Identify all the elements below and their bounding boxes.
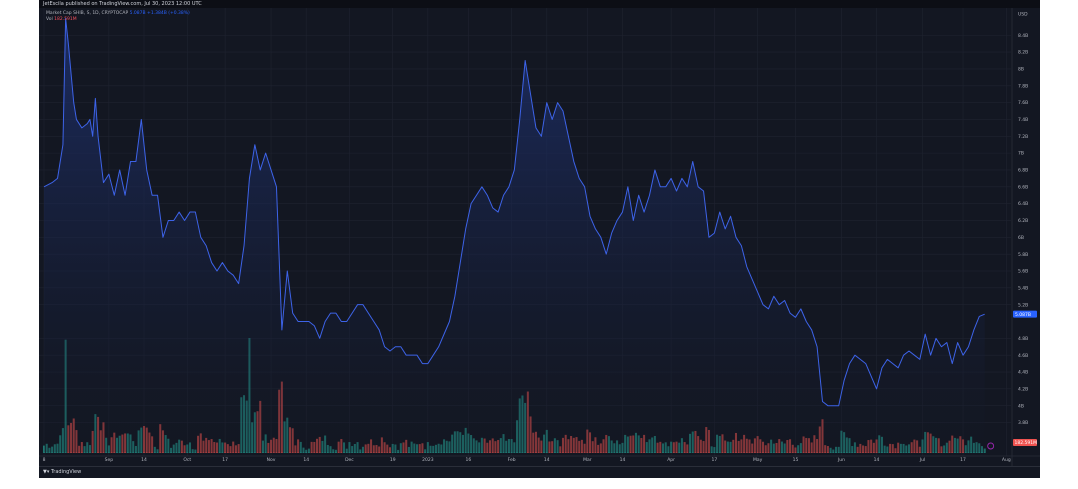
y-tick-label: 6.2B — [1018, 218, 1028, 224]
y-tick-label: 6B — [1018, 235, 1024, 241]
legend-change: +1.384B (+0.38%) — [147, 11, 190, 16]
publish-info: JetEscila published on TradingView.com, … — [43, 1, 202, 7]
legend-symbol[interactable]: Market Cap SHIB, S, 1D, CRYPTOCAP — [46, 11, 129, 16]
footer-bar: ▼▾ TradingView — [39, 466, 1040, 478]
legend-value: 5.087B — [129, 11, 146, 16]
volume-value-label: 182.591M — [1015, 440, 1038, 446]
publish-bar: JetEscila published on TradingView.com, … — [39, 0, 1040, 8]
x-tick-label: 15 — [793, 457, 799, 463]
legend-vol-label: Vol — [46, 17, 53, 22]
tradingview-logo[interactable]: ▼▾ TradingView — [43, 468, 81, 476]
x-tick-label: 14 — [874, 457, 880, 463]
last-value-badge — [1013, 310, 1037, 318]
x-tick-label: Jul — [919, 457, 925, 463]
last-value-label: 5.087B — [1015, 312, 1031, 318]
x-tick-label: 2023 — [422, 457, 434, 463]
y-tick-label: 7B — [1018, 151, 1024, 157]
x-tick-label: 8 — [43, 457, 46, 463]
x-tick-label: 17 — [960, 457, 966, 463]
y-tick-label: 4.2B — [1018, 386, 1028, 392]
y-axis-unit: USD — [1018, 12, 1028, 18]
x-tick-label: Jun — [837, 457, 845, 463]
x-tick-label: Feb — [508, 457, 516, 463]
tv-logo-icon: ▼▾ — [43, 469, 51, 475]
x-tick-label: Sep — [105, 457, 114, 463]
y-tick-label: 7.8B — [1018, 83, 1028, 89]
y-tick-label: 5.4B — [1018, 285, 1028, 291]
y-tick-label: 8.2B — [1018, 50, 1028, 56]
y-tick-label: 3.8B — [1018, 420, 1028, 426]
price-line — [43, 17, 985, 407]
x-tick-label: Oct — [183, 457, 191, 463]
y-tick-label: 6.6B — [1018, 184, 1028, 190]
legend-symbol-row: Market Cap SHIB, S, 1D, CRYPTOCAP 5.087B… — [46, 11, 190, 17]
y-tick-label: 7.4B — [1018, 117, 1028, 123]
time-marker-icon[interactable] — [987, 442, 995, 450]
chart-frame: JetEscila published on TradingView.com, … — [39, 0, 1040, 478]
y-tick-label: 7.2B — [1018, 134, 1028, 140]
y-tick-label: 8B — [1018, 67, 1024, 73]
x-tick-label: 14 — [620, 457, 626, 463]
price-chart[interactable]: 8.4B 8.2B 8B 7.8B 7.6B 7.4B 7.2B 7B 6.8B 6.6B 6.4B… — [39, 0, 1040, 466]
y-tick-label: 4.4B — [1018, 370, 1028, 376]
y-tick-label: 4.6B — [1018, 353, 1028, 359]
x-tick-label: 14 — [303, 457, 309, 463]
legend-vol-value: 182.591M — [54, 17, 77, 22]
area-fill — [44, 18, 985, 452]
y-tick-label: 5.8B — [1018, 252, 1028, 258]
x-tick-label: Apr — [667, 457, 675, 463]
y-tick-label: 7.6B — [1018, 100, 1028, 106]
x-tick-label: 14 — [141, 457, 147, 463]
y-tick-label: 4.8B — [1018, 336, 1028, 342]
y-tick-label: 5.2B — [1018, 302, 1028, 308]
x-tick-label: 14 — [544, 457, 550, 463]
x-tick-label: Aug — [1002, 457, 1011, 463]
x-tick-label: May — [753, 457, 763, 463]
x-tick-label: Dec — [345, 457, 354, 463]
x-tick-label: 16 — [466, 457, 472, 463]
x-tick-label: 17 — [711, 457, 717, 463]
tradingview-logo-text: TradingView — [50, 469, 82, 475]
chart-legend: Market Cap SHIB, S, 1D, CRYPTOCAP 5.087B… — [46, 11, 190, 23]
y-tick-label: 4B — [1018, 403, 1024, 409]
y-tick-label: 5.6B — [1018, 269, 1028, 275]
y-tick-label: 6.8B — [1018, 168, 1028, 174]
volume-value-badge — [1013, 439, 1037, 446]
x-tick-label: Mar — [583, 457, 592, 463]
x-tick-label: 17 — [222, 457, 228, 463]
volume-bar — [983, 448, 986, 453]
x-tick-label: Nov — [267, 457, 276, 463]
legend-volume-row: Vol 182.591M — [46, 17, 190, 23]
y-tick-label: 6.4B — [1018, 201, 1028, 207]
y-tick-label: 8.4B — [1018, 33, 1028, 39]
x-tick-label: 19 — [390, 457, 396, 463]
